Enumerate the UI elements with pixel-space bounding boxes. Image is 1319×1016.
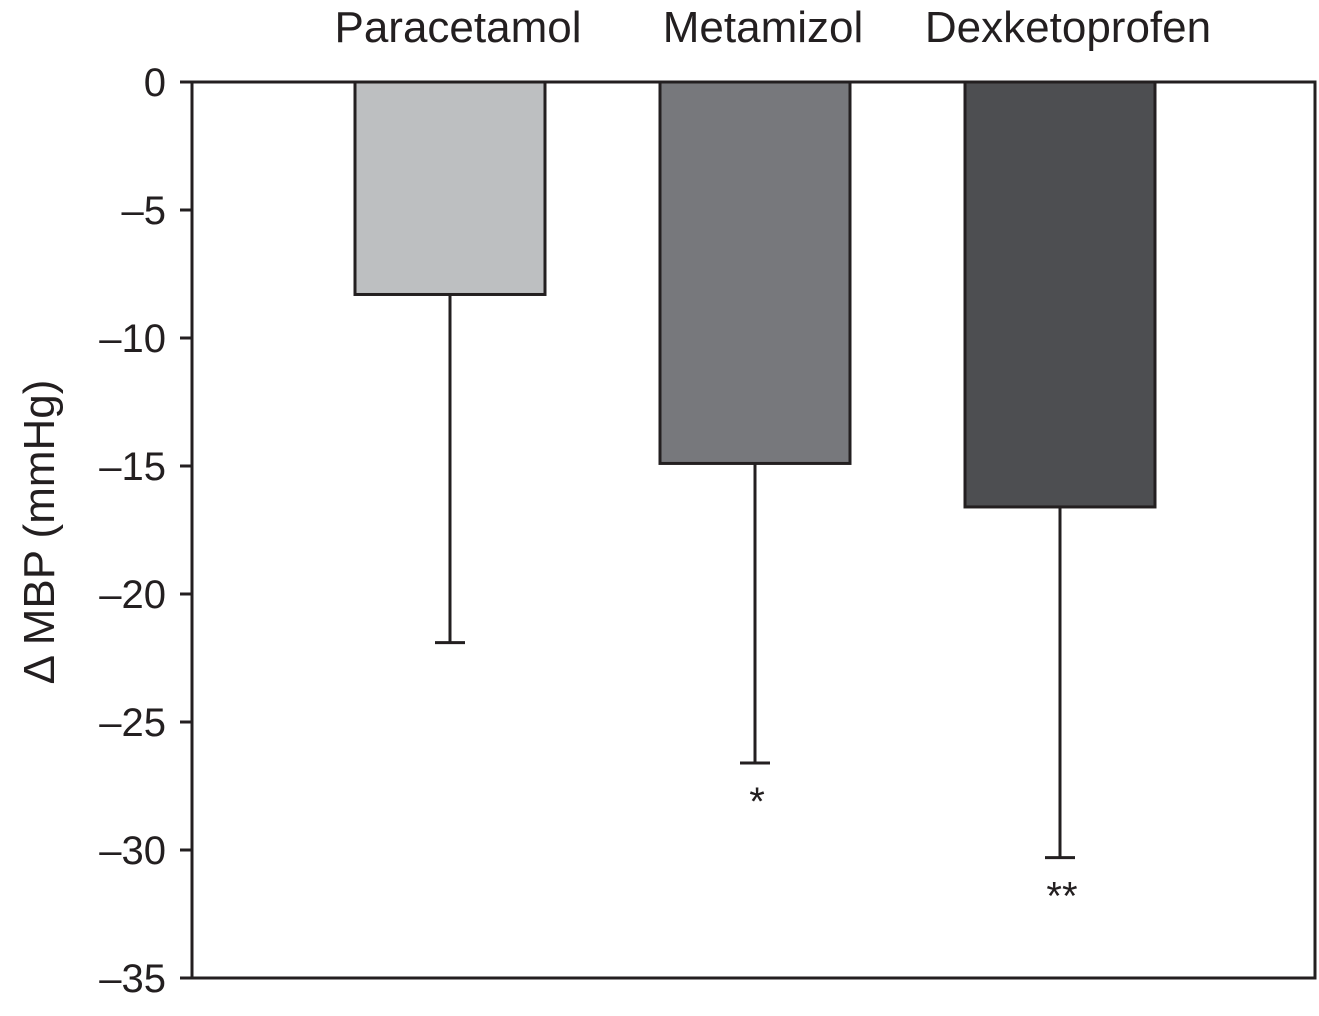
category-label: Metamizol	[663, 3, 864, 52]
y-tick-label: 0	[144, 61, 166, 105]
y-axis-title: Δ MBP (mmHg)	[15, 380, 64, 685]
y-tick-label: –5	[122, 189, 167, 233]
significance-mark: *	[749, 780, 765, 824]
plot-frame	[190, 80, 1317, 980]
y-tick-label: –25	[99, 701, 166, 745]
y-tick-label: –10	[99, 317, 166, 361]
bar-dexketoprofen	[963, 80, 1157, 509]
y-axis-ticks: 0 –5 –10 –15 –20 –25 –30 –35	[99, 61, 192, 1001]
y-tick-label: –35	[99, 957, 166, 1001]
y-tick-label: –30	[99, 829, 166, 873]
significance-mark: **	[1046, 875, 1077, 919]
bar-paracetamol	[353, 80, 547, 296]
category-label: Dexketoprofen	[925, 3, 1211, 52]
y-tick-label: –20	[99, 573, 166, 617]
bar-metamizol	[658, 80, 852, 465]
y-tick-label: –15	[99, 445, 166, 489]
significance-marks: ***	[749, 780, 1077, 919]
category-label: Paracetamol	[334, 3, 581, 52]
bar-series	[353, 80, 1157, 509]
category-labels: Paracetamol Metamizol Dexketoprofen	[334, 3, 1211, 52]
error-bars	[435, 294, 1075, 860]
